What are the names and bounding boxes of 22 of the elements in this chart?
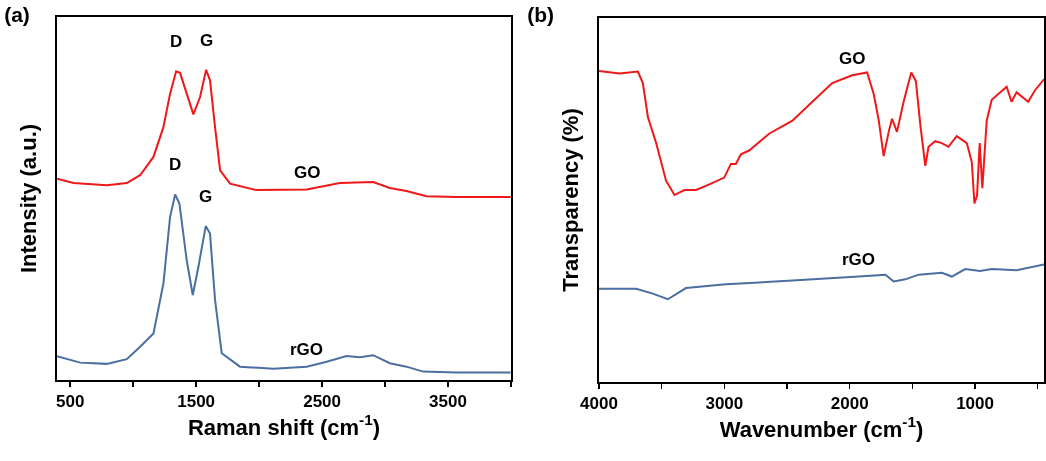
x-tick-label: 3500 (429, 392, 467, 412)
series-label: rGO (290, 340, 324, 359)
y-axis-title: Intensity (a.u.) (16, 123, 42, 274)
series-label: GO (839, 49, 866, 68)
x-axis-title: Wavenumber (cm$^{-1}$) (719, 413, 924, 442)
chart-title: (a) (4, 2, 30, 26)
annotation: G (199, 187, 213, 206)
y-axis-title: Transparency (%) (558, 108, 584, 292)
x-tick-label: 2500 (303, 392, 342, 412)
annotation: G (200, 31, 214, 50)
x-tick-label: 4000 (580, 394, 618, 414)
annotation: D (169, 155, 182, 174)
x-tick-label: 1500 (177, 392, 216, 412)
annotation: D (170, 32, 183, 51)
x-tick-label: 2000 (830, 394, 869, 414)
x-axis-title: Raman shift (cm$^{-1}$) (187, 411, 381, 440)
x-tick-label: 3000 (705, 394, 744, 414)
x-tick-label: 1000 (956, 394, 994, 414)
chart-title: (b) (527, 2, 555, 26)
series-label: rGO (842, 250, 876, 269)
series-label: GO (294, 163, 321, 182)
x-tick-label: 500 (56, 392, 85, 412)
